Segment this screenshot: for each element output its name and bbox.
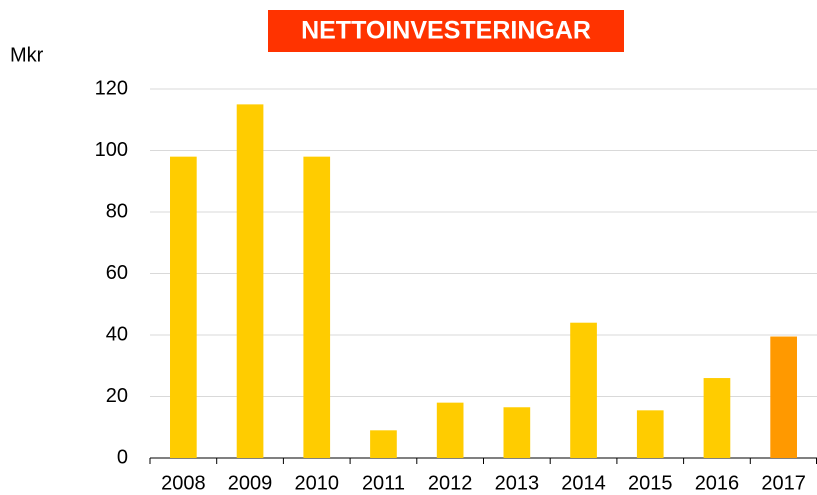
y-tick-label: 80 — [106, 200, 128, 222]
bar — [636, 410, 664, 458]
bar — [170, 156, 197, 458]
chart-title: NETTOINVESTERINGAR — [301, 17, 591, 45]
bar — [236, 104, 264, 458]
y-tick-label: 40 — [106, 323, 128, 345]
y-tick-label: 20 — [106, 385, 128, 407]
x-tick-label: 2009 — [228, 472, 273, 494]
bar — [570, 322, 597, 458]
y-tick-label: 120 — [95, 77, 128, 99]
x-tick-label: 2015 — [628, 472, 673, 494]
x-tick-label: 2017 — [761, 472, 806, 494]
bar — [303, 156, 331, 458]
x-tick-label: 2010 — [295, 472, 340, 494]
x-tick-label: 2013 — [495, 472, 540, 494]
bar — [370, 430, 397, 458]
x-tick-label: 2016 — [695, 472, 740, 494]
bar — [436, 402, 464, 458]
x-tick-label: 2011 — [362, 472, 405, 494]
x-tick-label: 2014 — [561, 472, 606, 494]
bar — [703, 378, 731, 458]
x-tick-label: 2008 — [161, 472, 206, 494]
x-tick-label: 2012 — [428, 472, 473, 494]
bar — [770, 336, 797, 458]
title-background — [268, 10, 624, 52]
y-tick-label: 100 — [95, 139, 128, 161]
y-tick-label: 0 — [117, 446, 128, 468]
bar — [503, 407, 531, 458]
y-tick-label: 60 — [106, 262, 128, 284]
y-axis-label: Mkr — [10, 44, 44, 66]
